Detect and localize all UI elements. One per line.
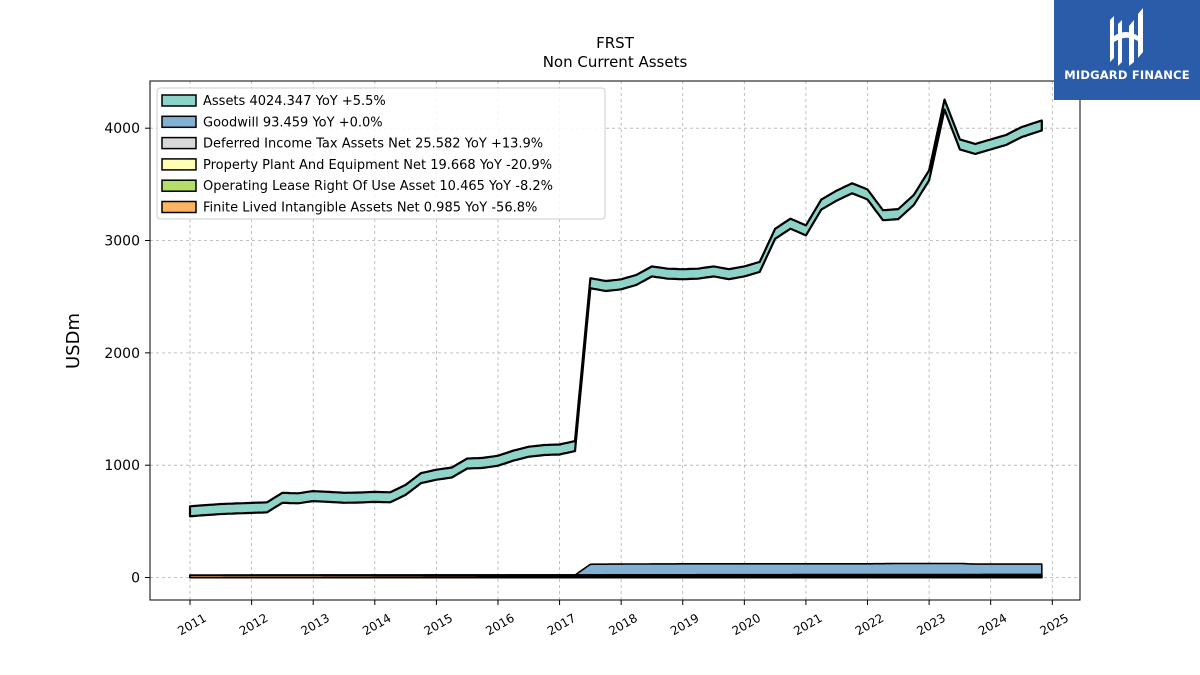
x-tick-label: 2013 (298, 611, 331, 638)
x-tick-label: 2017 (545, 611, 578, 638)
x-tick-label: 2018 (606, 611, 639, 638)
legend-label: Operating Lease Right Of Use Asset 10.46… (203, 179, 553, 194)
legend-label: Deferred Income Tax Assets Net 25.582 Yo… (203, 137, 543, 152)
logo-mark-icon (1110, 8, 1143, 66)
logo-text: MIDGARD FINANCE (1064, 68, 1190, 82)
y-axis-label: USDm (63, 313, 84, 369)
y-axis: 0 1000 2000 3000 4000 (104, 121, 150, 587)
midgard-finance-logo: MIDGARD FINANCE (1054, 0, 1200, 100)
legend: Assets 4024.347 YoY +5.5% Goodwill 93.459… (156, 87, 606, 220)
legend-swatch (161, 115, 197, 129)
x-tick-label: 2012 (237, 611, 270, 638)
x-tick-label: 2019 (668, 611, 701, 638)
x-tick-label: 2024 (976, 611, 1009, 638)
y-tick-label: 2000 (104, 346, 140, 362)
y-tick-label: 4000 (104, 121, 140, 137)
legend-label: Goodwill 93.459 YoY +0.0% (203, 115, 383, 130)
series-areas (188, 98, 1043, 579)
legend-swatch (161, 136, 197, 150)
x-tick-label: 2022 (853, 611, 886, 638)
x-tick-label: 2015 (422, 611, 455, 638)
legend-label: Finite Lived Intangible Assets Net 0.985… (203, 201, 537, 216)
legend-label: Assets 4024.347 YoY +5.5% (203, 94, 386, 109)
plot-frame (149, 80, 1081, 601)
y-tick-label: 3000 (104, 234, 140, 250)
x-tick-label: 2016 (483, 611, 516, 638)
chart-subtitle: Non Current Assets (543, 53, 688, 71)
legend-swatch (161, 200, 197, 214)
legend-swatch (161, 179, 197, 192)
x-tick-label: 2023 (914, 611, 947, 638)
x-tick-label: 2011 (175, 611, 208, 638)
y-tick-label: 1000 (104, 458, 140, 474)
x-axis: 2011 2012 2013 2014 2015 2016 2017 2018 2019 2020… (175, 600, 1071, 638)
y-tick-label: 0 (131, 571, 140, 587)
x-tick-label: 2014 (360, 611, 393, 638)
legend-label: Property Plant And Equipment Net 19.668 … (203, 158, 552, 173)
x-tick-label: 2025 (1038, 611, 1071, 638)
chart-title: FRST (596, 34, 635, 52)
legend-swatch (161, 158, 197, 171)
legend-box (156, 87, 606, 220)
x-tick-label: 2020 (730, 611, 763, 638)
x-tick-label: 2021 (791, 611, 824, 638)
legend-swatch (161, 94, 197, 107)
series-area (189, 574, 1043, 579)
series-area (188, 98, 1043, 518)
